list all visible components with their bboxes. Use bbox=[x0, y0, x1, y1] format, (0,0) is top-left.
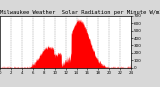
Text: Milwaukee Weather  Solar Radiation per Minute W/m2 (Last 24 Hours): Milwaukee Weather Solar Radiation per Mi… bbox=[0, 10, 160, 15]
